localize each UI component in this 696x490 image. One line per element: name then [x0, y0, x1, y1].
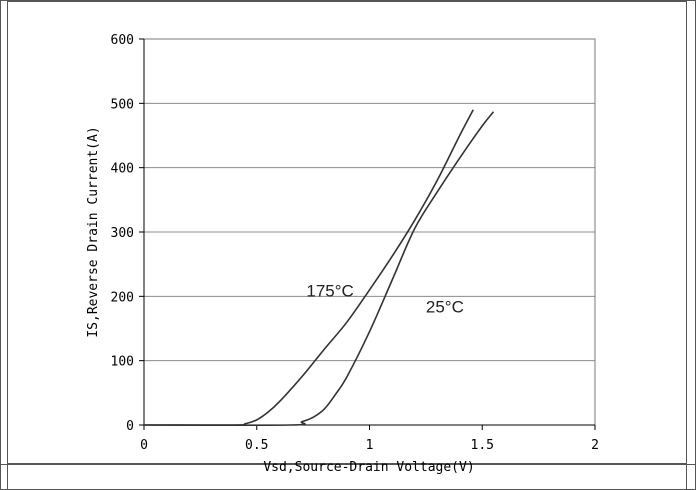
y-axis-title: IS,Reverse Drain Current(A) [86, 126, 101, 337]
x-tick-label-0.5: 0.5 [245, 438, 268, 453]
y-tick-label-200: 200 [111, 290, 134, 305]
x-tick-label-2: 2 [591, 438, 599, 453]
series-line-25c [143, 111, 495, 427]
y-tick-label-300: 300 [111, 226, 134, 241]
y-tick-label-400: 400 [111, 162, 134, 177]
series-group [143, 109, 495, 427]
y-tick-label-100: 100 [111, 355, 134, 370]
y-tick-label-0: 0 [126, 419, 134, 434]
y-tick-label-600: 600 [111, 33, 134, 48]
x-axis-title: Vsd,Source-Drain Voltage(V) [263, 460, 474, 475]
x-tick-label-0: 0 [140, 438, 148, 453]
chart-area-border [7, 1, 687, 464]
series-labels: 175°C 25°C [306, 281, 463, 316]
series-line-175c [143, 109, 474, 426]
series-label-25c: 25°C [426, 297, 464, 316]
y-tick-label-500: 500 [111, 97, 134, 112]
x-tick-label-1.5: 1.5 [471, 438, 494, 453]
x-tick-label-1: 1 [366, 438, 374, 453]
tick-labels: 0 100 200 300 400 500 600 0 0.5 1 1.5 2 [111, 33, 599, 453]
series-label-175c: 175°C [306, 281, 353, 300]
